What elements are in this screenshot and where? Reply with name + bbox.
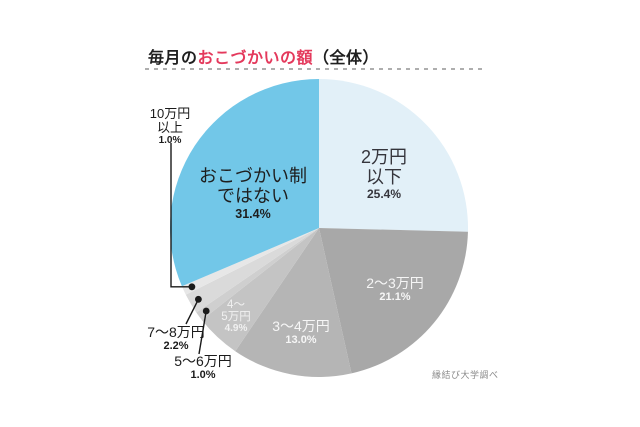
pie-slice-2 <box>319 228 468 374</box>
slice-percent: 25.4% <box>366 187 402 202</box>
pie-slice-1 <box>319 79 468 232</box>
slice-label-2-3man: 2〜3万円 21.1% <box>366 276 424 303</box>
title-part-prefix: 毎月の <box>148 50 198 67</box>
slice-label-text: 以下 <box>365 167 402 188</box>
slice-label-3-4man: 3〜4万円 13.0% <box>272 319 330 346</box>
slice-label-text: おこづかい制 <box>199 166 307 186</box>
slice-label-text: 以上 <box>156 120 183 136</box>
slice-percent: 2.2% <box>163 339 189 352</box>
slice-label-text: 4〜 <box>227 299 245 311</box>
slice-label-under-2man: 2万円 以下 25.4% <box>361 147 407 202</box>
title-part-accent: おこづかいの額 <box>197 50 314 67</box>
title-divider <box>145 68 485 70</box>
pie-slice-7 <box>181 228 319 295</box>
pie-slice-6 <box>185 228 319 313</box>
slice-label-text: 2万円 <box>360 147 408 167</box>
callout-dot-over-10man <box>188 283 196 291</box>
slice-percent: 13.0% <box>285 333 317 346</box>
slice-label-7-8man: 7〜8万円 2.2% <box>147 325 205 352</box>
callout-dot-5-6man <box>202 307 210 315</box>
slice-percent: 21.1% <box>379 290 411 303</box>
slice-label-text: ではない <box>217 185 289 206</box>
leader-line-7-8man <box>185 298 200 325</box>
leader-line-over-10man <box>170 143 192 288</box>
slice-label-text: 5万円 <box>221 311 251 324</box>
slice-label-text: 3〜4万円 <box>272 318 330 334</box>
pie-slice-8 <box>170 79 319 287</box>
slice-label-text: 2〜3万円 <box>366 275 424 291</box>
slice-label-text: 10万円 <box>149 106 191 121</box>
leader-line-5-6man <box>198 310 207 355</box>
slice-percent: 1.0% <box>190 368 216 381</box>
pie-slice-3 <box>235 228 352 377</box>
slice-percent: 1.0% <box>158 135 182 147</box>
source-note: 縁結び大学調べ <box>432 370 499 380</box>
chart-title: 毎月のおこづかいの額（全体） <box>148 44 379 68</box>
slice-percent: 31.4% <box>235 206 271 221</box>
pie-slice-5 <box>196 228 319 321</box>
title-part-suffix: （全体） <box>313 50 380 67</box>
pie-slice-4 <box>201 228 319 352</box>
slice-label-text: 5〜6万円 <box>174 353 232 369</box>
callout-dot-7-8man <box>195 295 202 303</box>
slice-label-5-6man: 5〜6万円 1.0% <box>174 354 232 381</box>
slice-percent: 4.9% <box>224 323 248 335</box>
slice-label-over-10man: 10万円 以上 1.0% <box>149 106 191 147</box>
slice-label-text: 7〜8万円 <box>147 324 205 340</box>
slice-label-no-allowance: おこづかい制 ではない 31.4% <box>199 166 307 221</box>
slice-label-4-5man: 4〜 5万円 4.9% <box>221 299 250 335</box>
